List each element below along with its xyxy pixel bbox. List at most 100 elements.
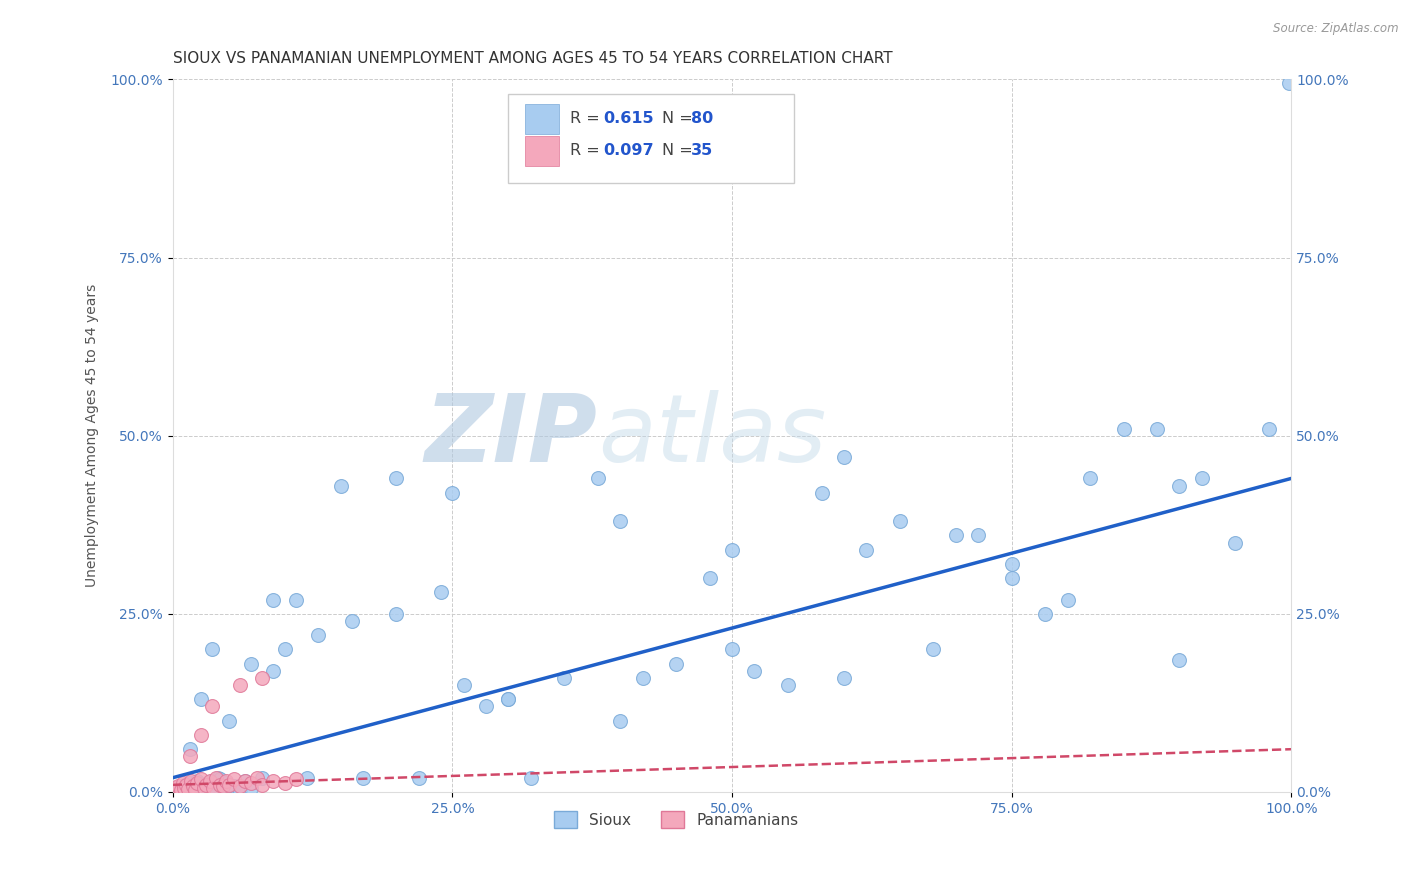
Point xyxy=(262,592,284,607)
Point xyxy=(201,699,224,714)
Point xyxy=(262,664,284,678)
Point xyxy=(201,642,224,657)
Point xyxy=(631,671,654,685)
Point xyxy=(167,779,190,793)
Point xyxy=(235,773,257,788)
Point xyxy=(1168,478,1191,492)
Point xyxy=(173,778,195,792)
Point xyxy=(1001,557,1024,571)
Point xyxy=(1146,421,1168,435)
Point xyxy=(441,485,464,500)
Point xyxy=(1168,653,1191,667)
Point xyxy=(240,776,263,790)
Point xyxy=(212,779,235,793)
Point xyxy=(181,780,204,795)
Point xyxy=(195,778,218,792)
Point xyxy=(295,771,318,785)
Point xyxy=(262,774,284,789)
Point xyxy=(186,774,208,789)
Point xyxy=(340,614,363,628)
Point xyxy=(385,607,408,621)
Point xyxy=(1001,571,1024,585)
Point xyxy=(212,781,235,796)
Text: 35: 35 xyxy=(690,143,713,158)
Text: 80: 80 xyxy=(690,111,713,126)
Point xyxy=(553,671,575,685)
Point xyxy=(197,780,219,794)
Text: R =: R = xyxy=(569,143,605,158)
Point xyxy=(215,774,238,789)
Text: SIOUX VS PANAMANIAN UNEMPLOYMENT AMONG AGES 45 TO 54 YEARS CORRELATION CHART: SIOUX VS PANAMANIAN UNEMPLOYMENT AMONG A… xyxy=(173,51,893,66)
Point xyxy=(1278,76,1301,90)
Point xyxy=(229,783,252,797)
Point xyxy=(855,542,877,557)
Point xyxy=(179,749,201,764)
Point xyxy=(721,642,744,657)
Point xyxy=(1033,607,1056,621)
Point xyxy=(202,781,225,796)
Point xyxy=(229,779,252,793)
Point xyxy=(224,772,246,786)
Point xyxy=(201,774,224,789)
Point xyxy=(177,782,200,797)
Point xyxy=(179,742,201,756)
Point xyxy=(284,772,307,786)
Point xyxy=(810,485,832,500)
Point xyxy=(1078,471,1101,485)
Point xyxy=(252,771,274,785)
Point xyxy=(193,783,215,797)
Point xyxy=(246,771,269,785)
Point xyxy=(179,776,201,790)
Point xyxy=(307,628,329,642)
Point xyxy=(889,514,911,528)
Point xyxy=(408,771,430,785)
Point xyxy=(1258,421,1281,435)
Point xyxy=(207,771,229,785)
Point xyxy=(190,728,212,742)
Text: R =: R = xyxy=(569,111,605,126)
Point xyxy=(329,478,352,492)
Point xyxy=(169,782,191,797)
Point xyxy=(235,774,257,789)
Point xyxy=(385,471,408,485)
Text: 0.615: 0.615 xyxy=(603,111,654,126)
Text: 0.097: 0.097 xyxy=(603,143,654,158)
Point xyxy=(181,779,204,793)
Point xyxy=(609,514,631,528)
Point xyxy=(967,528,990,542)
Point xyxy=(195,778,218,792)
Point xyxy=(172,776,194,790)
Text: N =: N = xyxy=(662,111,697,126)
Point xyxy=(165,781,187,796)
Point xyxy=(184,782,207,797)
Point xyxy=(922,642,945,657)
Point xyxy=(224,779,246,793)
Point xyxy=(273,776,295,790)
Point xyxy=(665,657,688,671)
FancyBboxPatch shape xyxy=(509,94,793,183)
Point xyxy=(475,699,498,714)
Point xyxy=(252,778,274,792)
Point xyxy=(832,671,855,685)
Point xyxy=(430,585,453,599)
Point xyxy=(776,678,799,692)
Point xyxy=(609,714,631,728)
Point xyxy=(184,782,207,797)
Point xyxy=(586,471,609,485)
Point xyxy=(945,528,967,542)
Legend: Sioux, Panamanians: Sioux, Panamanians xyxy=(547,805,804,834)
Point xyxy=(204,782,226,797)
Text: ZIP: ZIP xyxy=(425,390,598,482)
Point xyxy=(744,664,766,678)
Point xyxy=(1225,535,1247,549)
Point xyxy=(180,774,202,789)
Point xyxy=(198,774,221,789)
Point xyxy=(205,771,228,785)
Point xyxy=(721,542,744,557)
Point xyxy=(208,778,231,792)
Point xyxy=(215,776,238,790)
Text: atlas: atlas xyxy=(598,390,827,481)
Point xyxy=(173,780,195,795)
Point xyxy=(174,778,197,792)
FancyBboxPatch shape xyxy=(524,136,558,166)
